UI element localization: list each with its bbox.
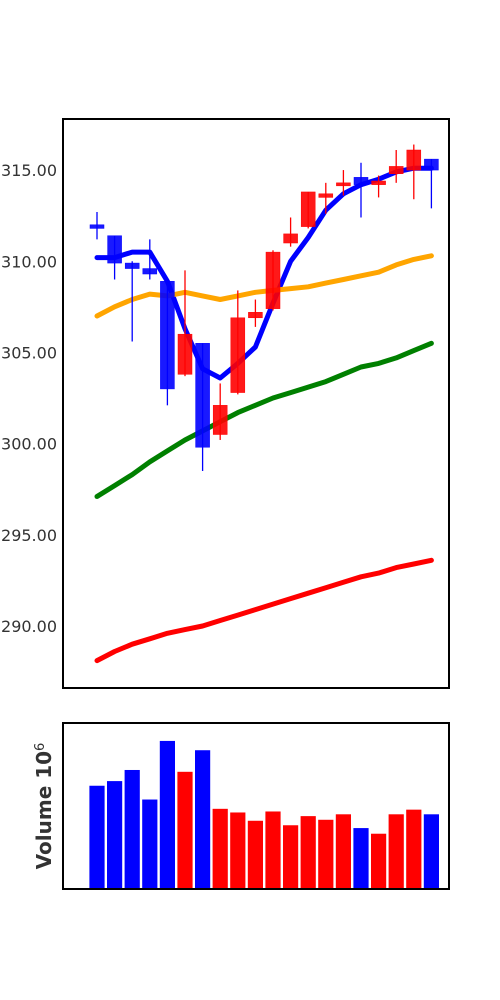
price-tick-label: 315.00: [1, 161, 57, 180]
candle: [124, 261, 140, 342]
volume-bar: [159, 740, 175, 889]
candle-body: [265, 251, 281, 309]
volume-bar: [230, 812, 246, 889]
price-tick-label: 305.00: [1, 343, 57, 362]
candle-body: [195, 343, 210, 448]
candle: [212, 383, 228, 440]
volume-bar: [353, 828, 369, 889]
volume-panel-frame: [62, 722, 450, 890]
candle: [89, 212, 105, 240]
volume-bar: [124, 769, 140, 889]
price-y-axis: 290.00 295.00 300.00 305.00 310.00 315.0…: [1, 161, 57, 636]
price-panel-frame: [62, 118, 450, 689]
candle-body: [300, 191, 316, 227]
price-tick-label: 300.00: [1, 435, 57, 454]
volume-panel: Volume 106: [32, 722, 450, 890]
candle: [283, 217, 298, 247]
volume-bar: [406, 809, 422, 889]
candle-body: [230, 317, 246, 393]
volume-bar: [195, 750, 211, 889]
volume-bar: [265, 811, 281, 889]
candle-body: [142, 268, 158, 275]
volume-bar: [423, 814, 439, 889]
candle-body: [371, 180, 386, 185]
candle: [424, 158, 439, 209]
price-tick-label: 290.00: [1, 617, 57, 636]
moving-average-line: [94, 165, 434, 381]
candle-body: [107, 235, 122, 264]
volume-bar: [142, 799, 158, 889]
volume-axis-label: Volume 106: [32, 743, 56, 870]
moving-average-line: [94, 253, 434, 319]
volume-bar: [283, 825, 299, 889]
candle: [142, 239, 158, 280]
candle-body: [124, 262, 140, 269]
price-tick-label: 295.00: [1, 526, 57, 545]
volume-bar: [335, 814, 351, 889]
price-panel: 290.00 295.00 300.00 305.00 310.00 315.0…: [1, 118, 450, 689]
candle-body: [353, 177, 369, 185]
candle-body: [424, 158, 439, 171]
candle: [371, 175, 386, 198]
volume-bar: [300, 816, 316, 889]
candle-body: [212, 405, 228, 435]
volume-bar: [388, 814, 404, 889]
candle: [107, 235, 122, 280]
volume-bar: [177, 771, 193, 889]
volume-bar: [107, 781, 123, 889]
candle: [177, 270, 193, 377]
volume-bar: [318, 819, 334, 889]
price-tick-label: 310.00: [1, 252, 57, 271]
moving-average-lines: [94, 165, 434, 664]
candle-body: [283, 233, 298, 244]
volume-bars: [89, 740, 439, 889]
candle: [265, 250, 281, 311]
candle: [406, 144, 422, 200]
candle-body: [177, 333, 193, 375]
candle: [336, 170, 351, 196]
candle-body: [248, 312, 263, 319]
volume-bar: [247, 820, 263, 889]
candle: [230, 290, 246, 395]
volume-bar: [212, 808, 228, 889]
candle: [248, 299, 263, 327]
volume-axis-exponent: 6: [33, 743, 48, 751]
moving-average-line: [94, 340, 434, 499]
candle: [318, 182, 334, 214]
volume-bar: [371, 833, 387, 889]
volume-bar: [89, 785, 105, 889]
moving-average-line: [94, 557, 434, 664]
candle-body: [406, 149, 422, 171]
candle-body: [160, 281, 175, 390]
candle: [195, 343, 210, 471]
candle: [388, 150, 404, 183]
candle-body: [89, 224, 105, 229]
candlesticks: [89, 144, 439, 471]
candle-body: [388, 166, 404, 174]
candle: [353, 162, 369, 218]
candle-body: [318, 193, 334, 198]
candle: [160, 281, 175, 406]
candle-body: [336, 182, 351, 187]
candle: [300, 191, 316, 229]
